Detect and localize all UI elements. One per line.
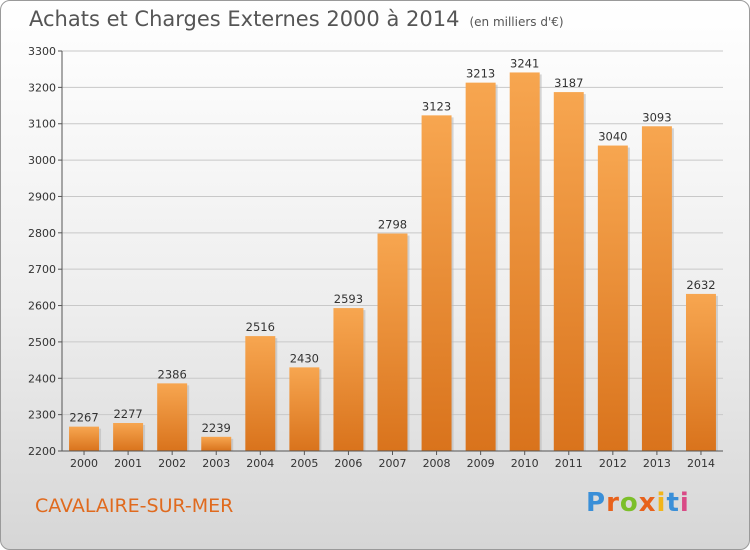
x-tick-label: 2013 bbox=[643, 457, 671, 470]
value-label: 3123 bbox=[422, 99, 451, 113]
x-tick-label: 2005 bbox=[290, 457, 318, 470]
y-tick-label: 2500 bbox=[28, 336, 56, 349]
bar-2010 bbox=[509, 72, 540, 452]
bar-2002 bbox=[157, 383, 188, 451]
x-tick-label: 2011 bbox=[555, 457, 583, 470]
value-label: 2277 bbox=[113, 407, 142, 421]
y-tick-label: 3200 bbox=[28, 81, 56, 94]
logo-letter: P bbox=[586, 488, 607, 518]
bar-2009 bbox=[465, 82, 496, 452]
value-label: 3187 bbox=[554, 76, 583, 90]
value-label: 2386 bbox=[158, 367, 187, 381]
value-label: 2239 bbox=[202, 421, 231, 435]
title-unit: (en milliers d'€) bbox=[469, 15, 564, 29]
bar-2012 bbox=[597, 145, 628, 451]
axes: 2200 2300 2400 2500 2600 2700 2800 2900 3000 3100… bbox=[28, 45, 723, 470]
value-label: 3241 bbox=[510, 56, 539, 70]
value-label: 2798 bbox=[378, 218, 407, 232]
x-tick-label: 2003 bbox=[202, 457, 230, 470]
x-tick-label: 2008 bbox=[423, 457, 451, 470]
bar-2013 bbox=[641, 126, 672, 451]
x-tick-label: 2010 bbox=[511, 457, 539, 470]
value-label: 2632 bbox=[686, 278, 715, 292]
logo-letter: i bbox=[656, 488, 667, 518]
bars: 2267 2277 2386 2239 2516 2430 2593 2798 3123 3213… bbox=[69, 56, 718, 452]
y-tick-label: 2900 bbox=[28, 190, 56, 203]
bar-2000 bbox=[69, 426, 100, 451]
y-tick-label: 3100 bbox=[28, 118, 56, 131]
x-tick-label: 2007 bbox=[379, 457, 407, 470]
x-tick-label: 2012 bbox=[599, 457, 627, 470]
x-tick-label: 2001 bbox=[114, 457, 142, 470]
y-tick-label: 2700 bbox=[28, 263, 56, 276]
y-tick-label: 2300 bbox=[28, 409, 56, 422]
y-tick-label: 2200 bbox=[28, 445, 56, 458]
value-label: 3213 bbox=[466, 67, 495, 81]
x-tick-label: 2004 bbox=[246, 457, 274, 470]
y-tick-label: 3000 bbox=[28, 154, 56, 167]
value-label: 2430 bbox=[290, 351, 319, 365]
bar-2007 bbox=[377, 233, 408, 451]
bar-2003 bbox=[201, 436, 232, 451]
title-text: Achats et Charges Externes 2000 à 2014 bbox=[29, 7, 460, 31]
bar-2004 bbox=[245, 336, 276, 451]
logo-letter: o bbox=[619, 488, 639, 518]
x-tick-label: 2014 bbox=[687, 457, 715, 470]
y-tick-label: 2400 bbox=[28, 372, 56, 385]
bar-2014 bbox=[685, 293, 716, 451]
proxiti-logo: Proxiti bbox=[586, 488, 690, 518]
bar-2011 bbox=[553, 92, 584, 451]
y-tick-label: 3300 bbox=[28, 45, 56, 58]
value-label: 3093 bbox=[642, 110, 671, 124]
bar-2001 bbox=[113, 423, 144, 451]
x-tick-label: 2002 bbox=[158, 457, 186, 470]
x-tick-label: 2009 bbox=[467, 457, 495, 470]
value-label: 2516 bbox=[246, 320, 275, 334]
logo-letter: i bbox=[679, 488, 690, 518]
bar-2005 bbox=[289, 367, 320, 451]
value-label: 2267 bbox=[69, 411, 98, 425]
bar-2008 bbox=[421, 115, 452, 451]
bar-2006 bbox=[333, 308, 364, 451]
logo-letter: t bbox=[666, 488, 680, 518]
y-tick-label: 2800 bbox=[28, 227, 56, 240]
commune-name: CAVALAIRE-SUR-MER bbox=[35, 495, 234, 517]
x-tick-label: 2006 bbox=[334, 457, 362, 470]
logo-letter: x bbox=[638, 488, 657, 518]
chart-title: Achats et Charges Externes 2000 à 2014 (e… bbox=[29, 7, 564, 31]
logo-letter: r bbox=[606, 488, 620, 518]
value-label: 2593 bbox=[334, 292, 363, 306]
x-tick-label: 2000 bbox=[70, 457, 98, 470]
value-label: 3040 bbox=[598, 130, 627, 144]
y-tick-label: 2600 bbox=[28, 300, 56, 313]
